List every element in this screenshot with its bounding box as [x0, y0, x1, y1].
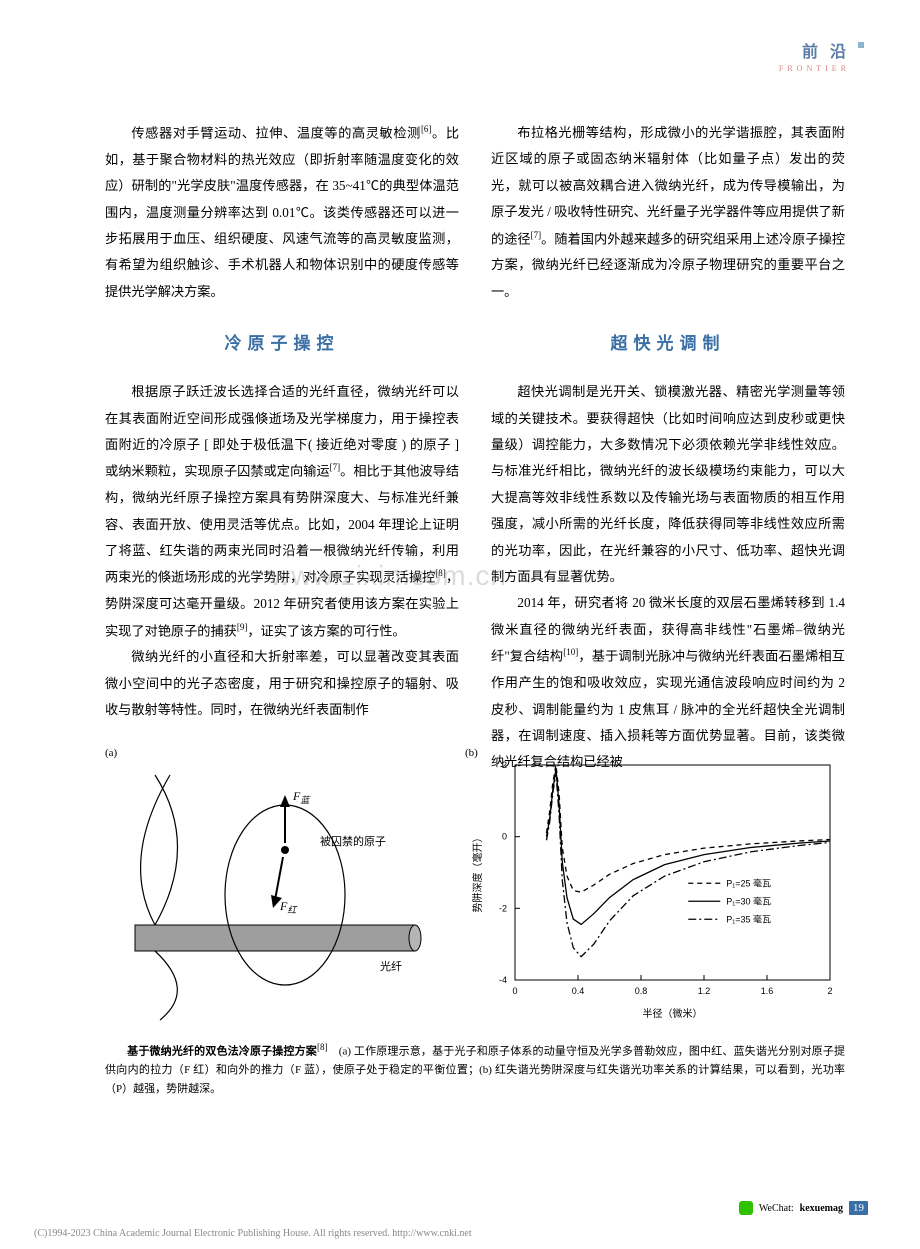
- svg-text:-2: -2: [499, 903, 507, 913]
- section-title-cold-atom: 冷原子操控: [105, 327, 459, 361]
- right-p1: 布拉格光栅等结构，形成微小的光学谐振腔，其表面附近区域的原子或固态纳米辐射体（比…: [491, 120, 845, 305]
- svg-text:P₁=25 毫瓦: P₁=25 毫瓦: [726, 877, 771, 888]
- f-blue-label: F蓝: [292, 789, 311, 805]
- wechat-icon: [739, 1201, 753, 1215]
- figure-b-chart: 0 0.4 0.8 1.2 1.6 2 -4 -2 0 2 半径（微米） 势阱深度（毫开） P₁=25 …: [465, 745, 845, 1025]
- right-p2: 超快光调制是光开关、锁模激光器、精密光学测量等领域的关键技术。要获得超快（比如时…: [491, 379, 845, 590]
- section-title-ultrafast: 超快光调制: [491, 327, 845, 361]
- svg-text:势阱深度（毫开）: 势阱深度（毫开）: [471, 833, 484, 913]
- header-en: FRONTIER: [779, 64, 850, 73]
- svg-text:0.8: 0.8: [635, 986, 648, 996]
- svg-text:0.4: 0.4: [572, 986, 585, 996]
- right-column: 布拉格光栅等结构，形成微小的光学谐振腔，其表面附近区域的原子或固态纳米辐射体（比…: [491, 120, 845, 776]
- f-red-label: F红: [279, 899, 298, 915]
- wechat-id: kexuemag: [800, 1203, 843, 1214]
- svg-text:2: 2: [827, 986, 832, 996]
- figure-b: (b) 0 0.4 0.8 1.2 1.6 2 -4 -2 0 2 半径（微米） 势阱深度（毫开） P₁…: [465, 745, 845, 1030]
- fiber-label: 光纤: [380, 959, 402, 973]
- figure-a-svg: F蓝 F红 被囚禁的原子 光纤: [105, 745, 445, 1025]
- header-cn: 前 沿: [779, 38, 850, 62]
- page-header: 前 沿 FRONTIER: [779, 38, 850, 73]
- svg-text:1.2: 1.2: [698, 986, 711, 996]
- page-number: 19: [849, 1201, 868, 1215]
- wechat-label: WeChat:: [759, 1203, 794, 1214]
- svg-text:P₁=30 毫瓦: P₁=30 毫瓦: [726, 895, 771, 906]
- left-p1: 传感器对手臂运动、拉伸、温度等的高灵敏检测[6]。比如，基于聚合物材料的热光效应…: [105, 120, 459, 305]
- figure-area: (a) F蓝 F红 被囚禁的原子: [105, 745, 845, 1099]
- fig-a-label: (a): [105, 747, 117, 759]
- page-footer: WeChat: kexuemag 19: [739, 1201, 868, 1215]
- figure-a: (a) F蓝 F红 被囚禁的原子: [105, 745, 445, 1030]
- copyright-line: (C)1994-2023 China Academic Journal Elec…: [34, 1228, 472, 1239]
- corner-decoration: [858, 42, 864, 48]
- svg-text:2: 2: [502, 760, 507, 770]
- svg-text:半径（微米）: 半径（微米）: [643, 1007, 703, 1020]
- svg-text:1.6: 1.6: [761, 986, 774, 996]
- left-p3: 微纳光纤的小直径和大折射率差，可以显著改变其表面微小空间中的光子态密度，用于研究…: [105, 644, 459, 723]
- trapped-atom-label: 被囚禁的原子: [320, 834, 386, 848]
- svg-text:P₁=35 毫瓦: P₁=35 毫瓦: [726, 913, 771, 924]
- svg-text:0: 0: [502, 832, 507, 842]
- svg-text:0: 0: [512, 986, 517, 996]
- main-content: 传感器对手臂运动、拉伸、温度等的高灵敏检测[6]。比如，基于聚合物材料的热光效应…: [105, 120, 845, 776]
- figure-caption: 基于微纳光纤的双色法冷原子操控方案[8] (a) 工作原理示意，基于光子和原子体…: [105, 1040, 845, 1099]
- left-column: 传感器对手臂运动、拉伸、温度等的高灵敏检测[6]。比如，基于聚合物材料的热光效应…: [105, 120, 459, 776]
- svg-text:-4: -4: [499, 975, 507, 985]
- left-p2: 根据原子跃迁波长选择合适的光纤直径，微纳光纤可以在其表面附近空间形成强倏逝场及光…: [105, 379, 459, 644]
- fig-b-label: (b): [465, 747, 478, 759]
